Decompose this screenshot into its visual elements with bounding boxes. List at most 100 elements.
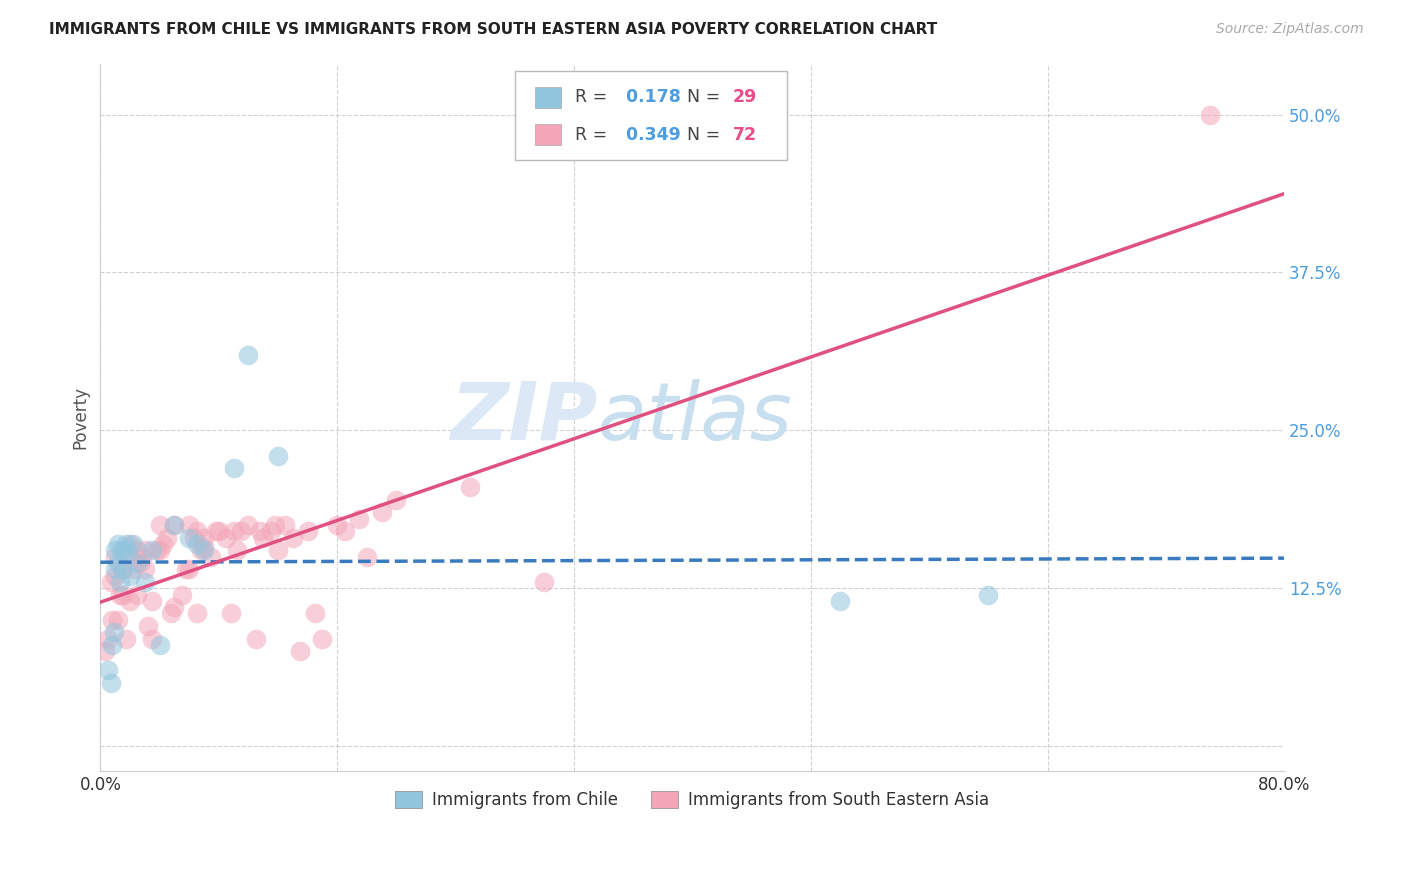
Point <box>100 676 122 690</box>
Point <box>208 524 231 539</box>
Point <box>356 549 378 564</box>
Point <box>122 562 145 576</box>
Text: 72: 72 <box>733 126 756 144</box>
Point <box>193 531 215 545</box>
Text: 0.349: 0.349 <box>620 126 681 144</box>
Point <box>94 644 117 658</box>
Point <box>127 556 149 570</box>
Point <box>460 480 482 494</box>
Point <box>107 537 129 551</box>
Point <box>245 632 267 646</box>
Point <box>160 607 183 621</box>
FancyBboxPatch shape <box>534 124 561 145</box>
Point <box>108 574 131 589</box>
Point <box>100 574 122 589</box>
Point <box>179 531 201 545</box>
Text: N =: N = <box>676 88 725 106</box>
Text: Source: ZipAtlas.com: Source: ZipAtlas.com <box>1216 22 1364 37</box>
Point <box>101 638 124 652</box>
Point <box>281 531 304 545</box>
Point <box>104 568 127 582</box>
Point <box>110 543 132 558</box>
Point <box>163 600 186 615</box>
Point <box>148 518 170 533</box>
Point <box>183 531 205 545</box>
Point <box>333 524 356 539</box>
Point <box>122 537 145 551</box>
Point <box>163 518 186 533</box>
Point <box>186 524 208 539</box>
Point <box>288 644 311 658</box>
Legend: Immigrants from Chile, Immigrants from South Eastern Asia: Immigrants from Chile, Immigrants from S… <box>389 785 995 816</box>
Point <box>193 540 215 554</box>
Point <box>134 562 156 576</box>
Text: atlas: atlas <box>598 379 793 457</box>
Point <box>107 556 129 570</box>
Point <box>977 588 1000 602</box>
Point <box>215 531 238 545</box>
Text: ZIP: ZIP <box>450 379 598 457</box>
Point <box>170 588 193 602</box>
Point <box>141 594 163 608</box>
Point <box>104 562 127 576</box>
Point <box>118 594 141 608</box>
FancyBboxPatch shape <box>534 87 561 108</box>
Point <box>204 524 226 539</box>
Point <box>163 518 186 533</box>
Point <box>1199 107 1222 121</box>
Point <box>174 562 197 576</box>
FancyBboxPatch shape <box>515 71 787 160</box>
Point <box>101 613 124 627</box>
Point <box>129 556 152 570</box>
Point <box>385 492 408 507</box>
Point <box>222 524 245 539</box>
Text: N =: N = <box>676 126 725 144</box>
Point <box>238 347 260 361</box>
Point <box>222 461 245 475</box>
Point <box>134 574 156 589</box>
Point <box>108 588 131 602</box>
Point <box>186 607 208 621</box>
Text: 0.178: 0.178 <box>620 88 681 106</box>
Point <box>326 518 349 533</box>
Point <box>114 537 136 551</box>
Point <box>264 518 287 533</box>
Point <box>186 537 208 551</box>
Point <box>136 619 159 633</box>
Point <box>249 524 271 539</box>
Point <box>127 588 149 602</box>
Point <box>111 562 134 576</box>
Point <box>148 543 170 558</box>
Point <box>145 543 167 558</box>
Point <box>267 449 290 463</box>
Point <box>107 613 129 627</box>
Y-axis label: Poverty: Poverty <box>72 386 89 450</box>
Point <box>148 638 170 652</box>
Point <box>225 543 247 558</box>
Point <box>259 524 281 539</box>
Point <box>219 607 242 621</box>
Point <box>104 549 127 564</box>
Point <box>190 543 212 558</box>
Point <box>114 632 136 646</box>
Point <box>311 632 333 646</box>
Point <box>229 524 252 539</box>
Text: 29: 29 <box>733 88 756 106</box>
Point <box>830 594 852 608</box>
Point <box>370 505 392 519</box>
Point <box>134 543 156 558</box>
Point <box>118 537 141 551</box>
Point <box>349 512 371 526</box>
Point <box>297 524 319 539</box>
Point <box>152 537 174 551</box>
Point <box>118 568 141 582</box>
Text: R =: R = <box>575 88 613 106</box>
Point <box>115 543 138 558</box>
Point <box>141 632 163 646</box>
Point <box>267 543 290 558</box>
Point <box>200 549 222 564</box>
Point <box>97 663 120 677</box>
Point <box>141 543 163 558</box>
Point <box>131 549 153 564</box>
Point <box>274 518 297 533</box>
